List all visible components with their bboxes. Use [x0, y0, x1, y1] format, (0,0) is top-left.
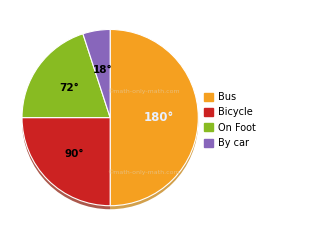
Wedge shape: [22, 34, 110, 118]
Text: 18°: 18°: [93, 65, 112, 75]
Wedge shape: [22, 121, 110, 209]
Text: 72°: 72°: [59, 83, 79, 93]
Wedge shape: [22, 37, 85, 121]
Text: 180°: 180°: [144, 111, 174, 124]
Wedge shape: [110, 33, 198, 209]
Text: 90°: 90°: [64, 149, 84, 159]
Legend: Bus, Bicycle, On Foot, By car: Bus, Bicycle, On Foot, By car: [204, 92, 256, 148]
Text: ©math-only-math.com: ©math-only-math.com: [107, 88, 180, 94]
Wedge shape: [110, 30, 198, 206]
Text: ©math-only-math.com: ©math-only-math.com: [107, 169, 180, 175]
Wedge shape: [22, 118, 110, 206]
Wedge shape: [83, 33, 110, 44]
Wedge shape: [83, 30, 110, 118]
